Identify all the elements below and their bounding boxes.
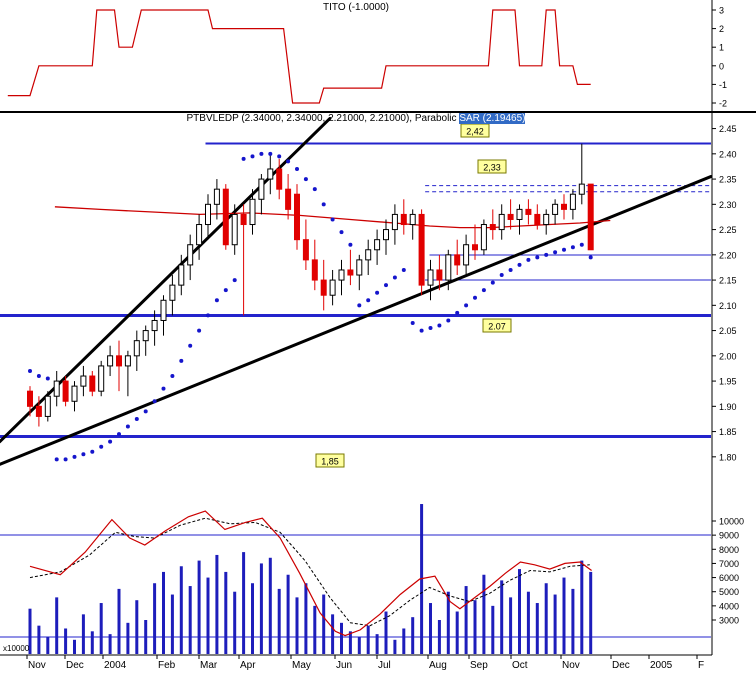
svg-text:1,85: 1,85 (321, 457, 339, 467)
svg-text:10000: 10000 (719, 517, 744, 527)
volume-moving-averages[interactable] (29, 510, 592, 637)
price-label[interactable]: 1,85 (315, 453, 345, 468)
price-panel[interactable] (0, 117, 712, 466)
svg-text:4000: 4000 (719, 601, 739, 611)
trend-channel-lines[interactable] (0, 117, 712, 466)
svg-text:Dec: Dec (66, 660, 84, 671)
svg-text:3000: 3000 (719, 616, 739, 626)
svg-text:2: 2 (719, 24, 724, 34)
svg-text:May: May (292, 660, 311, 671)
svg-text:1.80: 1.80 (719, 452, 737, 462)
volume-level-lines[interactable] (0, 534, 711, 638)
volume-unit-label: x10000 (3, 644, 30, 653)
tito-y-axis: 3 2 1 0 -1 -2 (712, 6, 727, 109)
volume-y-axis: 10000 9000 8000 7000 6000 5000 4000 3000 (712, 517, 744, 626)
svg-text:Sep: Sep (470, 660, 488, 671)
svg-text:2.10: 2.10 (719, 301, 737, 311)
price-annotations[interactable]: 2,42 2,33 2.07 1,85 (315, 123, 512, 468)
svg-text:2.45: 2.45 (719, 124, 737, 134)
dashed-level-lines[interactable] (425, 185, 711, 193)
svg-text:1.95: 1.95 (719, 377, 737, 387)
svg-text:8000: 8000 (719, 545, 739, 555)
svg-text:6000: 6000 (719, 573, 739, 583)
svg-text:2.00: 2.00 (719, 351, 737, 361)
svg-text:Jun: Jun (336, 660, 352, 671)
price-label[interactable]: 2,42 (460, 123, 490, 138)
svg-text:1: 1 (719, 43, 724, 53)
parabolic-sar-dots[interactable] (28, 151, 593, 462)
volume-panel[interactable] (0, 504, 711, 654)
svg-text:2.20: 2.20 (719, 250, 737, 260)
svg-text:F: F (698, 660, 704, 671)
svg-text:2,33: 2,33 (483, 163, 501, 173)
svg-text:2,42: 2,42 (466, 127, 484, 137)
tito-indicator-panel[interactable] (7, 9, 591, 104)
volume-bars[interactable] (28, 504, 593, 654)
svg-text:Jul: Jul (378, 660, 391, 671)
svg-text:2.35: 2.35 (719, 175, 737, 185)
svg-text:2.25: 2.25 (719, 225, 737, 235)
price-y-axis: 2.45 2.40 2.35 2.30 2.25 2.20 2.15 2.10 2.05 2.00… (712, 124, 737, 462)
svg-text:2004: 2004 (104, 660, 127, 671)
svg-text:2.15: 2.15 (719, 276, 737, 286)
svg-text:0: 0 (719, 61, 724, 71)
svg-text:1.85: 1.85 (719, 427, 737, 437)
svg-text:9000: 9000 (719, 531, 739, 541)
x-axis: Nov Dec 2004 Feb Mar Apr May Jun Jul Aug Sep Oct Nov… (0, 0, 713, 671)
svg-text:2.07: 2.07 (488, 322, 506, 332)
svg-text:Mar: Mar (200, 660, 218, 671)
svg-text:2005: 2005 (650, 660, 673, 671)
svg-text:-1: -1 (719, 80, 727, 90)
svg-text:Aug: Aug (429, 660, 447, 671)
svg-text:2.30: 2.30 (719, 200, 737, 210)
svg-text:Feb: Feb (158, 660, 176, 671)
price-label[interactable]: 2,33 (477, 159, 507, 174)
svg-text:Apr: Apr (240, 660, 256, 671)
svg-text:Nov: Nov (28, 660, 46, 671)
svg-text:Dec: Dec (612, 660, 630, 671)
svg-text:7000: 7000 (719, 559, 739, 569)
svg-text:5000: 5000 (719, 587, 739, 597)
price-label[interactable]: 2.07 (482, 318, 512, 333)
support-resistance-lines[interactable] (0, 142, 711, 439)
svg-text:1.90: 1.90 (719, 402, 737, 412)
svg-text:-2: -2 (719, 99, 727, 109)
svg-text:Nov: Nov (562, 660, 580, 671)
svg-text:Oct: Oct (512, 660, 528, 671)
svg-text:3: 3 (719, 6, 724, 16)
svg-text:2.40: 2.40 (719, 149, 737, 159)
candlestick-series[interactable] (27, 143, 594, 427)
svg-text:2.05: 2.05 (719, 326, 737, 336)
